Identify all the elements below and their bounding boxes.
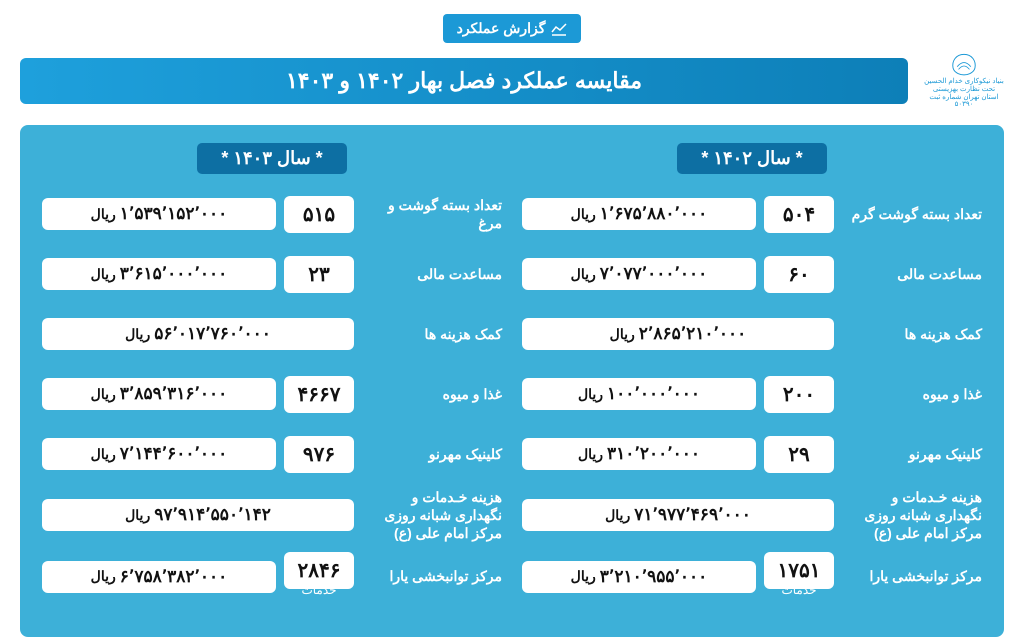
row-label: تعداد بسته گوشت و مرغ	[362, 196, 502, 232]
amount-pill: ریال۳٬۸۵۹٬۳۱۶٬۰۰۰	[42, 378, 276, 410]
amount-pill: ریال۶٬۷۵۸٬۳۸۲٬۰۰۰	[42, 561, 276, 593]
sub-label: خدمات	[284, 583, 354, 597]
report-badge-text: گزارش عملکرد	[457, 20, 546, 37]
row-label: هزینه خـدمات و نگهداری شبانه روزی مرکز ا…	[362, 488, 502, 543]
row-label: غذا و میوه	[362, 385, 502, 403]
data-row: تعداد بسته گوشت و مرغ۵۱۵ریال۱٬۵۳۹٬۱۵۲٬۰۰…	[42, 188, 502, 240]
count-pill: ۵۰۴	[764, 196, 834, 233]
row-label: کلینیک مهرنو	[362, 445, 502, 463]
data-row: کمک هزینه ها ریال۵۶٬۰۱۷٬۷۶۰٬۰۰۰	[42, 308, 502, 360]
logo-text-bottom: تحت نظارت بهزیستی استان تهران شماره ثبت …	[924, 86, 1004, 109]
count-pill: ۲۰۰	[764, 376, 834, 413]
data-row: هزینه خـدمات و نگهداری شبانه روزی مرکز ا…	[42, 488, 502, 543]
year-chip-1403: * سال ۱۴۰۳ *	[197, 143, 346, 174]
amount-pill: ریال۷٬۱۴۴٬۶۰۰٬۰۰۰	[42, 438, 276, 470]
amount-pill: ریال۱۰۰٬۰۰۰٬۰۰۰	[522, 378, 756, 410]
count-pill: ۲۹	[764, 436, 834, 473]
amount-pill: ریال۱٬۵۳۹٬۱۵۲٬۰۰۰	[42, 198, 276, 230]
data-row: کلینیک مهرنو ۲۹ریال۳۱۰٬۲۰۰٬۰۰۰	[522, 428, 982, 480]
data-row: مرکز توانبخشی یارا۱۷۵۱خدماتریال۳٬۲۱۰٬۹۵۵…	[522, 551, 982, 603]
amount-pill: ریال۳۱۰٬۲۰۰٬۰۰۰	[522, 438, 756, 470]
data-row: مساعدت مالی ۶۰ریال۷٬۰۷۷٬۰۰۰٬۰۰۰	[522, 248, 982, 300]
amount-pill: ریال۵۶٬۰۱۷٬۷۶۰٬۰۰۰	[42, 318, 354, 350]
row-label: مرکز توانبخشی یارا	[362, 567, 502, 585]
data-row: مساعدت مالی ۲۳ریال۳٬۶۱۵٬۰۰۰٬۰۰۰	[42, 248, 502, 300]
column-1403: * سال ۱۴۰۳ * تعداد بسته گوشت و مرغ۵۱۵ریا…	[42, 143, 502, 611]
count-pill: ۵۱۵	[284, 196, 354, 233]
row-label: مساعدت مالی	[362, 265, 502, 283]
amount-pill: ریال۷٬۰۷۷٬۰۰۰٬۰۰۰	[522, 258, 756, 290]
amount-pill: ریال۹۷٬۹۱۴٬۵۵۰٬۱۴۲	[42, 499, 354, 531]
chart-icon	[551, 22, 567, 36]
logo-text-top: بنیاد نیکوکاری خدام الحسین	[924, 78, 1004, 86]
row-label: غذا و میوه	[842, 385, 982, 403]
data-row: مرکز توانبخشی یارا۲۸۴۶خدماتریال۶٬۷۵۸٬۳۸۲…	[42, 551, 502, 603]
sub-label: خدمات	[764, 583, 834, 597]
year-chip-1402: * سال ۱۴۰۲ *	[677, 143, 826, 174]
comparison-panel: * سال ۱۴۰۲ * تعداد بسته گوشت گرم۵۰۴ریال۱…	[20, 125, 1004, 637]
org-logo: بنیاد نیکوکاری خدام الحسین تحت نظارت بهز…	[924, 53, 1004, 109]
count-pill: ۴۶۶۷	[284, 376, 354, 413]
page-title: مقایسه عملکرد فصل بهار ۱۴۰۲ و ۱۴۰۳	[20, 58, 908, 104]
data-row: غذا و میوه ۲۰۰ریال۱۰۰٬۰۰۰٬۰۰۰	[522, 368, 982, 420]
amount-pill: ریال۳٬۶۱۵٬۰۰۰٬۰۰۰	[42, 258, 276, 290]
data-row: تعداد بسته گوشت گرم ۵۰۴ریال۱٬۶۷۵٬۸۸۰٬۰۰۰	[522, 188, 982, 240]
amount-pill: ریال۳٬۲۱۰٬۹۵۵٬۰۰۰	[522, 561, 756, 593]
amount-pill: ریال۱٬۶۷۵٬۸۸۰٬۰۰۰	[522, 198, 756, 230]
row-label: کمک هزینه ها	[362, 325, 502, 343]
data-row: کمک هزینه ها ریال۲٬۸۶۵٬۲۱۰٬۰۰۰	[522, 308, 982, 360]
row-label: کلینیک مهرنو	[842, 445, 982, 463]
report-badge: گزارش عملکرد	[443, 14, 582, 43]
data-row: غذا و میوه ۴۶۶۷ریال۳٬۸۵۹٬۳۱۶٬۰۰۰	[42, 368, 502, 420]
count-pill: ۶۰	[764, 256, 834, 293]
row-label: مرکز توانبخشی یارا	[842, 567, 982, 585]
data-row: کلینیک مهرنو ۹۷۶ریال۷٬۱۴۴٬۶۰۰٬۰۰۰	[42, 428, 502, 480]
count-pill: ۹۷۶	[284, 436, 354, 473]
amount-pill: ریال۲٬۸۶۵٬۲۱۰٬۰۰۰	[522, 318, 834, 350]
row-label: تعداد بسته گوشت گرم	[842, 205, 982, 223]
row-label: کمک هزینه ها	[842, 325, 982, 343]
column-1402: * سال ۱۴۰۲ * تعداد بسته گوشت گرم۵۰۴ریال۱…	[522, 143, 982, 611]
count-pill: ۲۳	[284, 256, 354, 293]
amount-pill: ریال۷۱٬۹۷۷٬۴۶۹٬۰۰۰	[522, 499, 834, 531]
row-label: هزینه خـدمات و نگهداری شبانه روزی مرکز ا…	[842, 488, 982, 543]
title-row: بنیاد نیکوکاری خدام الحسین تحت نظارت بهز…	[0, 53, 1024, 109]
data-row: هزینه خـدمات و نگهداری شبانه روزی مرکز ا…	[522, 488, 982, 543]
row-label: مساعدت مالی	[842, 265, 982, 283]
